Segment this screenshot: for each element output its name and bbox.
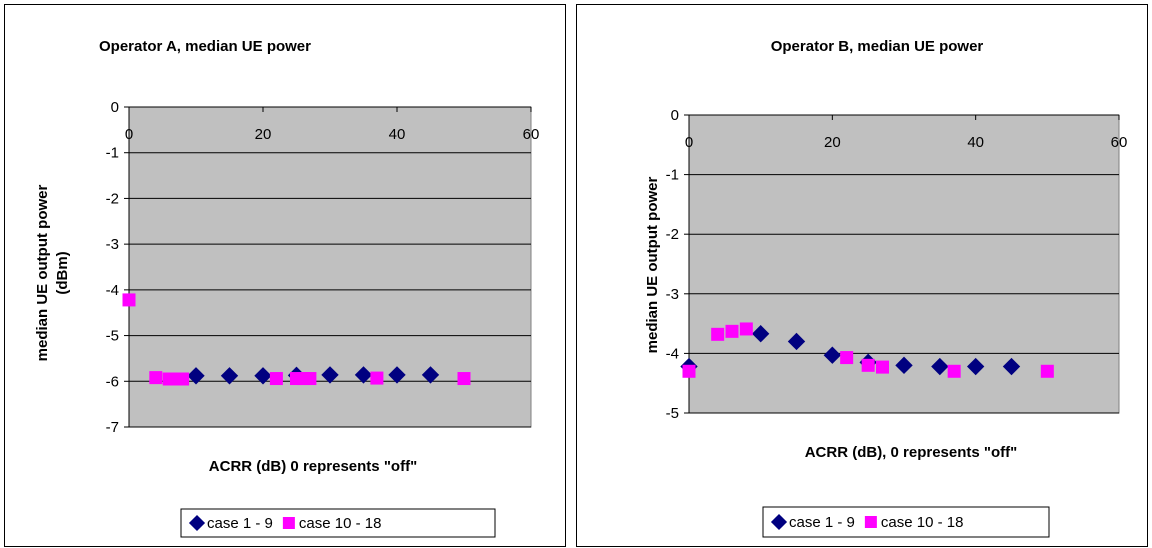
data-point [1040,364,1054,378]
data-point [457,372,471,386]
data-point [354,366,373,384]
y-tick-label: -4 [106,282,119,299]
data-point [149,371,163,385]
data-point [1002,357,1021,376]
chart-operator-a-svg: 0 -1 -2 -3 -4 -5 -6 -7 0 20 40 60 Operator A, median… [34,38,540,538]
chart-operator-a: 0 -1 -2 -3 -4 -5 -6 -7 0 20 40 60 Operator A, median… [4,4,566,547]
y-tick-label: 0 [111,99,119,116]
legend-label: case 1 - 9 [789,514,855,531]
legend-marker [188,514,206,532]
y-axis-label: median UE output power [34,185,51,362]
y-tick-label: 0 [671,107,679,124]
x-tick-label: 40 [967,134,984,151]
data-point [739,322,753,336]
series-2 [682,322,1054,378]
data-point [388,366,406,384]
data-point [187,367,205,385]
x-axis-label: ACRR (dB), 0 represents "off" [805,444,1018,461]
data-point [876,360,889,374]
legend-box [180,508,496,538]
legend-label: case 10 - 18 [881,514,964,531]
x-tick-label: 20 [824,134,841,151]
y-tick-label: -5 [666,405,679,422]
data-point [787,332,806,351]
data-point [682,364,696,378]
x-tick-label: 60 [523,126,540,143]
data-point [321,366,339,384]
y-tick-label: -1 [666,167,679,184]
data-point [122,293,136,307]
data-point [711,327,725,341]
y-tick-label: -3 [666,286,679,303]
data-point [966,357,985,376]
chart-title: Operator A, median UE power [99,38,311,55]
legend-marker [770,513,788,531]
legend-marker [282,517,295,529]
data-point [220,367,239,385]
y-tick-label: -1 [106,145,119,162]
y-axis-label: median UE output power [644,177,661,354]
data-point [947,364,961,378]
legend-label: case 1 - 9 [207,515,273,532]
chart-title: Operator B, median UE power [771,38,984,55]
x-tick-label: 40 [389,126,406,143]
legend-label: case 10 - 18 [299,515,382,532]
data-point [895,356,913,374]
data-point [370,371,384,385]
series-2 [122,293,471,386]
y-tick-label: -7 [106,419,119,436]
legend-box [762,506,1050,538]
data-point [725,324,739,338]
data-point [254,367,272,385]
data-point [176,372,190,386]
y-tick-label: -2 [666,226,679,243]
y-tick-label: -3 [106,236,119,253]
y-axis-label: (dBm) [54,251,71,294]
x-tick-label: 60 [1111,134,1128,151]
y-tick-label: -5 [106,328,119,345]
legend-marker [864,516,877,528]
x-axis-label: ACRR (dB) 0 represents "off" [209,458,417,475]
data-point [931,357,949,376]
legend: case 1 - 9 case 10 - 18 [180,508,496,538]
chart-operator-b: 0 -1 -2 -3 -4 -5 0 20 40 60 Operator B, median UE … [576,4,1148,547]
y-tick-label: -4 [666,345,679,362]
data-point [421,366,440,384]
x-tick-label: 0 [125,126,133,143]
y-tick-label: -2 [106,190,119,207]
x-tick-label: 20 [255,126,272,143]
legend: case 1 - 9 case 10 - 18 [762,506,1050,538]
y-tick-label: -6 [106,373,119,390]
data-point [303,372,317,386]
chart-operator-b-svg: 0 -1 -2 -3 -4 -5 0 20 40 60 Operator B, median UE … [644,38,1128,538]
data-point [269,372,283,386]
data-point [861,358,875,372]
data-point [840,351,854,365]
x-tick-label: 0 [685,134,693,151]
